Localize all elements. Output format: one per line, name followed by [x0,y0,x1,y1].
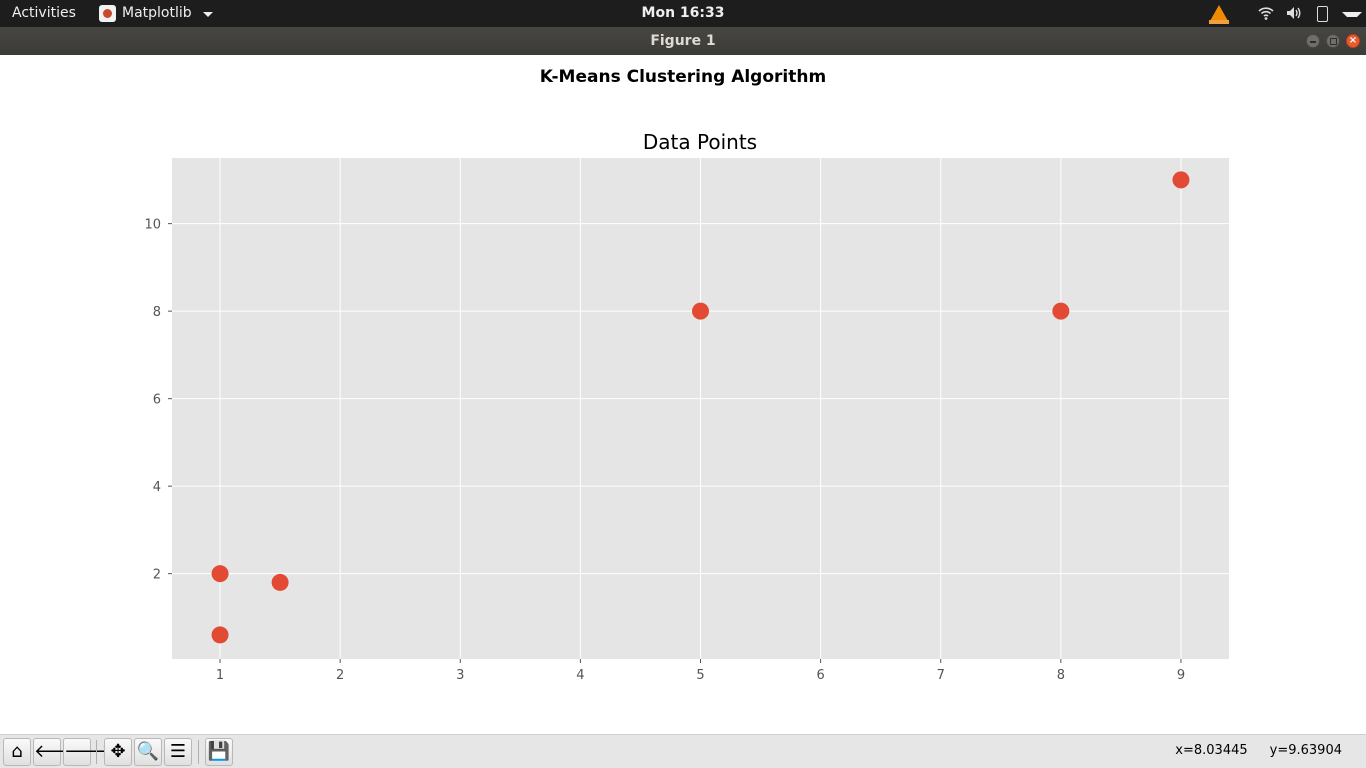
home-button[interactable]: ⌂ [3,738,31,766]
y-tick-label: 10 [144,218,161,233]
home-icon: ⌂ [11,741,23,762]
forward-button[interactable]: 🡒 [63,738,112,766]
magnifier-icon: 🔍 [136,741,160,762]
window-title: Figure 1 [650,33,716,49]
x-tick-label: 2 [336,668,344,683]
figure-suptitle: K-Means Clustering Algorithm [539,67,827,87]
data-point [1052,302,1070,320]
data-point [692,302,709,320]
scatter-plot[interactable]: Data Points 1 2 3 4 5 6 7 8 9 2 4 6 8 10 [0,55,1366,734]
x-tick-label: 7 [937,668,945,683]
matplotlib-app-icon [99,5,116,22]
pan-button[interactable]: ✥ [104,738,132,766]
minimize-button[interactable] [1306,34,1320,48]
navigation-toolbar: ⌂ 🡐 🡒 ✥ 🔍 ☰ 💾 x=8.03445 y=9.63904 [0,734,1366,768]
cursor-coordinates: x=8.03445 y=9.63904 [1175,743,1342,758]
toolbar-separator [96,740,97,764]
x-tick-label: 6 [816,668,824,683]
app-menu-label: Matplotlib [122,5,192,21]
wifi-icon[interactable] [1258,5,1274,23]
y-tick-label: 4 [153,480,161,495]
data-point [1172,171,1190,189]
chevron-down-icon [203,12,213,17]
cursor-x-readout: x=8.03445 [1175,743,1248,758]
x-tick-label: 9 [1177,668,1185,683]
maximize-button[interactable] [1326,34,1340,48]
figure-canvas[interactable]: K-Means Clustering Algorithm Data Points… [0,55,1366,734]
move-icon: ✥ [110,741,126,762]
volume-icon[interactable] [1286,5,1302,23]
zoom-button[interactable]: 🔍 [134,738,162,766]
x-tick-label: 4 [576,668,584,683]
save-button[interactable]: 💾 [205,738,233,766]
vlc-tray-icon[interactable] [1209,5,1229,24]
x-tick-label: 1 [216,668,224,683]
battery-icon[interactable] [1316,5,1328,23]
clock[interactable]: Mon 16:33 [641,5,725,21]
axes-title: Data Points [643,130,757,154]
cursor-y-readout: y=9.63904 [1269,743,1342,758]
gnome-top-bar: Activities Matplotlib Mon 16:33 [0,0,1366,27]
subplots-button[interactable]: ☰ [164,738,192,766]
close-button[interactable]: × [1346,34,1360,48]
x-tick-label: 8 [1057,668,1065,683]
axis-ticks: 1 2 3 4 5 6 7 8 9 2 4 6 8 10 [144,218,1185,683]
data-points [211,171,1190,644]
y-tick-label: 8 [153,305,161,320]
floppy-disk-icon: 💾 [207,741,231,762]
window-titlebar[interactable]: Figure 1 × [0,27,1366,55]
arrow-right-icon: 🡒 [64,741,113,762]
toolbar-separator [198,740,199,764]
x-tick-label: 3 [456,668,464,683]
data-point [211,626,229,644]
sliders-icon: ☰ [169,741,187,762]
data-point [271,573,289,591]
x-tick-label: 5 [696,668,704,683]
y-tick-label: 2 [153,568,161,583]
data-point [211,565,229,583]
y-tick-label: 6 [153,393,161,408]
activities-button[interactable]: Activities [12,5,76,21]
system-menu-chevron-icon[interactable] [1342,12,1362,17]
back-button[interactable]: 🡐 [33,738,82,766]
